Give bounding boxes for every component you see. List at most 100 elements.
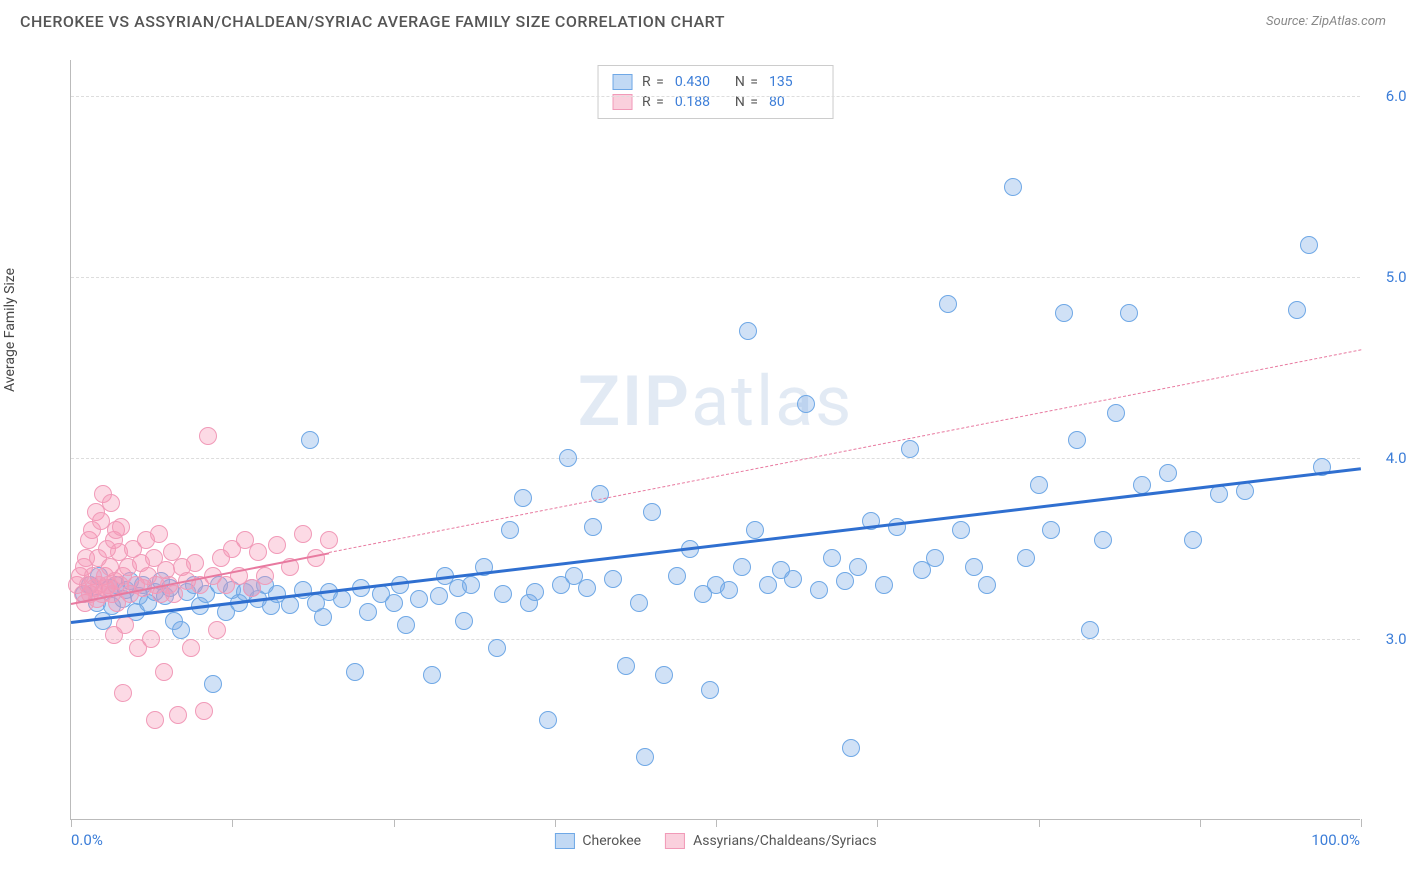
- data-point: [604, 570, 622, 588]
- legend-r-value: 0.430: [675, 74, 725, 90]
- x-tick: [877, 819, 878, 827]
- y-tick-label: 5.00: [1386, 268, 1406, 286]
- y-tick-label: 3.00: [1386, 630, 1406, 648]
- data-point: [1055, 304, 1073, 322]
- data-point: [514, 489, 532, 507]
- data-point: [105, 626, 123, 644]
- data-point: [978, 576, 996, 594]
- legend-item: Assyrians/Chaldeans/Syriacs: [665, 833, 876, 849]
- data-point: [926, 549, 944, 567]
- legend-label: Assyrians/Chaldeans/Syriacs: [693, 833, 876, 849]
- legend-row: R =0.430N =135: [612, 72, 819, 92]
- data-point: [630, 594, 648, 612]
- data-point: [256, 567, 274, 585]
- data-point: [1184, 531, 1202, 549]
- data-point: [617, 657, 635, 675]
- data-point: [294, 525, 312, 543]
- data-point: [494, 585, 512, 603]
- data-point: [584, 518, 602, 536]
- data-point: [268, 536, 286, 554]
- data-point: [488, 639, 506, 657]
- data-point: [208, 621, 226, 639]
- legend-swatch: [665, 833, 685, 849]
- legend-item: Cherokee: [554, 833, 641, 849]
- data-point: [1094, 531, 1112, 549]
- data-point: [199, 427, 217, 445]
- gridline: [71, 277, 1360, 278]
- data-point: [952, 521, 970, 539]
- data-point: [102, 494, 120, 512]
- data-point: [346, 663, 364, 681]
- data-point: [849, 558, 867, 576]
- data-point: [204, 675, 222, 693]
- data-point: [1004, 178, 1022, 196]
- data-point: [939, 295, 957, 313]
- x-tick: [71, 819, 72, 827]
- data-point: [142, 630, 160, 648]
- x-max-label: 100.0%: [1311, 831, 1360, 849]
- data-point: [410, 590, 428, 608]
- trend-line: [329, 350, 1361, 554]
- data-point: [320, 531, 338, 549]
- legend-swatch: [554, 833, 574, 849]
- data-point: [146, 711, 164, 729]
- y-axis-label: Average Family Size: [2, 268, 18, 392]
- data-point: [578, 579, 596, 597]
- data-point: [810, 581, 828, 599]
- plot-area: ZIPatlas R =0.430N =135R =0.188N =80 0.0…: [70, 60, 1360, 820]
- data-point: [501, 521, 519, 539]
- data-point: [1042, 521, 1060, 539]
- data-point: [720, 581, 738, 599]
- data-point: [195, 702, 213, 720]
- data-point: [875, 576, 893, 594]
- x-tick: [394, 819, 395, 827]
- x-tick: [1200, 819, 1201, 827]
- legend-swatch: [612, 74, 632, 90]
- data-point: [182, 639, 200, 657]
- legend-label: Cherokee: [582, 833, 641, 849]
- data-point: [733, 558, 751, 576]
- data-point: [301, 431, 319, 449]
- data-point: [1210, 485, 1228, 503]
- data-point: [784, 570, 802, 588]
- data-point: [397, 616, 415, 634]
- data-point: [1159, 464, 1177, 482]
- data-point: [1030, 476, 1048, 494]
- data-point: [901, 440, 919, 458]
- data-point: [462, 576, 480, 594]
- chart-title: CHEROKEE VS ASSYRIAN/CHALDEAN/SYRIAC AVE…: [20, 12, 725, 31]
- data-point: [539, 711, 557, 729]
- data-point: [172, 621, 190, 639]
- data-point: [455, 612, 473, 630]
- x-tick: [1361, 819, 1362, 827]
- data-point: [1068, 431, 1086, 449]
- data-point: [842, 739, 860, 757]
- gridline: [71, 96, 1360, 97]
- gridline: [71, 639, 1360, 640]
- legend-row: R =0.188N =80: [612, 92, 819, 112]
- data-point: [836, 572, 854, 590]
- data-point: [186, 554, 204, 572]
- data-point: [430, 587, 448, 605]
- data-point: [636, 748, 654, 766]
- data-point: [1300, 236, 1318, 254]
- legend-n-value: 135: [769, 74, 819, 90]
- data-point: [1120, 304, 1138, 322]
- legend-r-label: R =: [642, 74, 665, 90]
- data-point: [1288, 301, 1306, 319]
- y-tick-label: 6.00: [1386, 87, 1406, 105]
- correlation-legend: R =0.430N =135R =0.188N =80: [597, 65, 834, 119]
- x-tick: [1039, 819, 1040, 827]
- data-point: [150, 525, 168, 543]
- data-point: [739, 322, 757, 340]
- y-tick-label: 4.00: [1386, 449, 1406, 467]
- data-point: [112, 518, 130, 536]
- data-point: [155, 663, 173, 681]
- data-point: [169, 706, 187, 724]
- data-point: [1017, 549, 1035, 567]
- data-point: [701, 681, 719, 699]
- data-point: [1081, 621, 1099, 639]
- data-point: [423, 666, 441, 684]
- source-attribution: Source: ZipAtlas.com: [1266, 14, 1386, 29]
- data-point: [385, 594, 403, 612]
